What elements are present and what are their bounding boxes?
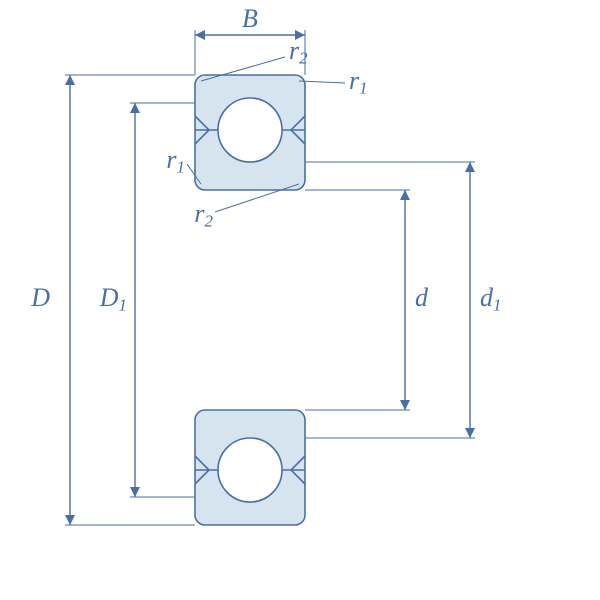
svg-text:D1: D1 (99, 283, 127, 314)
svg-text:r1: r1 (166, 145, 185, 176)
svg-text:r2: r2 (194, 199, 213, 230)
svg-text:d: d (415, 283, 429, 312)
svg-text:B: B (242, 4, 258, 33)
svg-text:D: D (30, 283, 50, 312)
svg-text:d1: d1 (480, 283, 501, 314)
bearing-cross-section-diagram: BDD1dd1r2r1r1r2 (0, 0, 600, 600)
svg-text:r1: r1 (349, 66, 368, 97)
